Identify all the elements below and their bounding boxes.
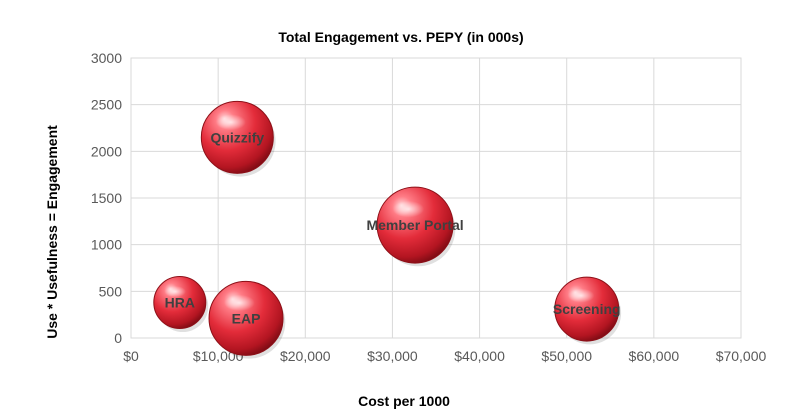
bubble-labels: Quizzify Member Portal HRA EAP Screening bbox=[165, 129, 621, 326]
y-tick-label: 1500 bbox=[91, 190, 122, 206]
x-tick-label: $20,000 bbox=[280, 348, 331, 364]
y-tick-label: 2500 bbox=[91, 97, 122, 113]
bubble-label: HRA bbox=[165, 295, 195, 311]
bubble-highlight bbox=[223, 294, 255, 311]
chart-title: Total Engagement vs. PEPY (in 000s) bbox=[278, 29, 523, 45]
y-tick-label: 3000 bbox=[91, 50, 122, 66]
bubble-highlight bbox=[392, 200, 425, 218]
bubble-label: Member Portal bbox=[366, 217, 463, 233]
y-axis-title: Use * Usefulness = Engagement bbox=[44, 125, 60, 339]
bubble-label: Screening bbox=[553, 301, 621, 317]
bubble-label: Quizzify bbox=[210, 129, 264, 145]
y-tick-label: 0 bbox=[114, 330, 122, 346]
bubble-highlight bbox=[164, 285, 187, 298]
x-tick-labels: $0 $10,000 $20,000 $30,000 $40,000 $50,000 $60… bbox=[123, 348, 766, 364]
x-tick-label: $40,000 bbox=[454, 348, 505, 364]
y-tick-labels: 0 500 1000 1500 2000 2500 3000 bbox=[91, 50, 122, 346]
x-tick-label: $60,000 bbox=[629, 348, 680, 364]
x-tick-label: $50,000 bbox=[541, 348, 592, 364]
x-tick-label: $0 bbox=[123, 348, 139, 364]
x-axis-title: Cost per 1000 bbox=[358, 393, 450, 409]
y-tick-label: 500 bbox=[99, 283, 123, 299]
x-tick-label: $30,000 bbox=[367, 348, 418, 364]
bubble-label: EAP bbox=[232, 310, 261, 326]
y-tick-label: 1000 bbox=[91, 237, 122, 253]
x-tick-label: $70,000 bbox=[716, 348, 767, 364]
bubble-series bbox=[153, 100, 622, 359]
bubble-highlight bbox=[215, 114, 246, 131]
bubble-highlight bbox=[567, 288, 595, 303]
y-tick-label: 2000 bbox=[91, 143, 122, 159]
